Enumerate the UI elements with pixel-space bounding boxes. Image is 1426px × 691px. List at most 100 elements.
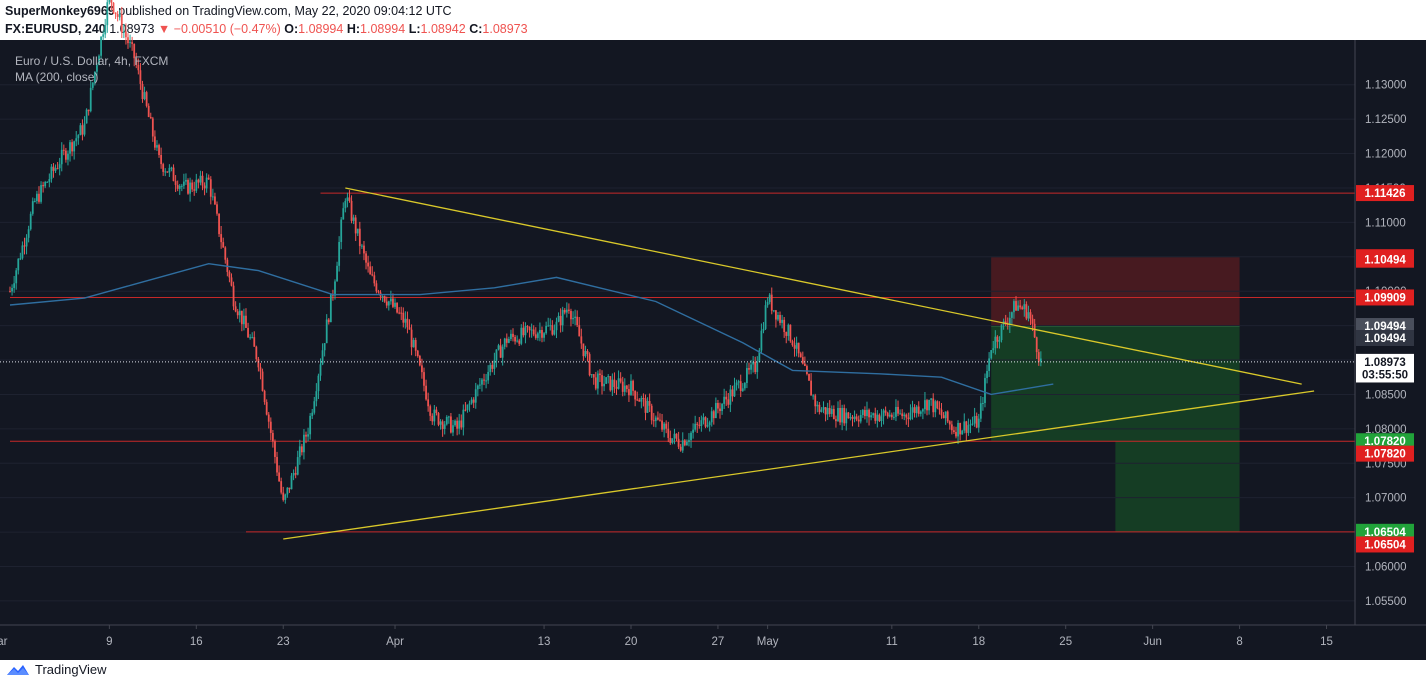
author-name[interactable]: SuperMonkey6969 — [5, 4, 115, 18]
candle-body — [514, 336, 516, 342]
candle-body — [526, 326, 529, 328]
candle-body — [476, 385, 479, 390]
candle-body — [1023, 304, 1026, 310]
candle-body — [692, 429, 694, 433]
price-label-box — [1356, 289, 1414, 306]
candle-body — [888, 414, 891, 417]
candle-body — [799, 353, 802, 358]
candle-body — [507, 339, 510, 343]
candle-body — [696, 423, 699, 425]
candle-body — [255, 346, 258, 360]
candle-body — [120, 14, 123, 33]
candle-body — [209, 179, 212, 197]
legend-ma[interactable]: MA (200, close) — [15, 70, 98, 84]
candle-body — [1008, 317, 1011, 325]
tradingview-logo-icon — [7, 664, 29, 675]
candle-body — [623, 385, 626, 392]
candle-body — [491, 364, 494, 369]
candle-body — [667, 428, 670, 438]
candle-body — [977, 418, 980, 428]
candle-body — [98, 55, 100, 66]
time-tick-label: 27 — [712, 636, 725, 648]
candle-body — [472, 399, 475, 403]
candle-body — [688, 440, 690, 443]
candle-body — [352, 217, 355, 221]
candle-body — [901, 413, 904, 417]
candle-body — [832, 408, 835, 420]
candle-body — [524, 326, 527, 336]
candle-body — [961, 430, 964, 435]
tradingview-brand[interactable]: TradingView — [35, 662, 107, 677]
candle-body — [371, 274, 374, 276]
candle-body — [677, 438, 680, 447]
candle-body — [994, 336, 997, 349]
candle-body — [75, 138, 78, 142]
candle-body — [541, 329, 543, 338]
close-value: 1.08973 — [482, 22, 528, 36]
candle-body — [1004, 321, 1007, 324]
candle-body — [588, 354, 591, 376]
candle-body — [911, 407, 914, 413]
candle-body — [532, 329, 535, 335]
time-tick-label: 11 — [886, 636, 898, 648]
candle-body — [356, 228, 359, 234]
candle-body — [764, 305, 767, 329]
candle-body — [414, 339, 417, 351]
candle-body — [31, 201, 34, 214]
candle-body — [15, 270, 18, 284]
candle-body — [478, 384, 481, 386]
candle-body — [441, 421, 444, 430]
candle-body — [683, 440, 686, 446]
candle-body — [835, 419, 837, 422]
price-tick-label: 1.08500 — [1365, 389, 1407, 401]
moving-average — [9, 262, 1054, 396]
target-zone-1 — [991, 326, 1240, 442]
candle-body — [375, 283, 378, 292]
candle-body — [592, 374, 595, 378]
candle-body — [986, 370, 988, 379]
time-axis[interactable]: Mar 9 16 23 Apr 13 20 27 May 11 18 25 Jun 8 15 — [0, 625, 1333, 648]
legend-title[interactable]: Euro / U.S. Dollar, 4h, FXCM — [15, 54, 168, 68]
candle-body — [857, 419, 860, 422]
candle-body — [365, 253, 367, 263]
time-tick-label: 18 — [972, 636, 985, 648]
candle-body — [381, 296, 384, 298]
candle-body — [646, 401, 649, 413]
candle-body — [892, 416, 895, 418]
candle-body — [303, 434, 305, 453]
target-zone-2 — [1115, 441, 1240, 532]
time-tick-label: Jun — [1143, 636, 1162, 648]
candle-body — [230, 277, 233, 286]
candle-body — [33, 200, 36, 202]
candle-body — [775, 310, 777, 320]
candle-body — [489, 364, 492, 372]
candle-body — [454, 420, 456, 426]
price-label-text: 1.09494 — [1364, 333, 1406, 345]
candle-body — [930, 398, 933, 400]
candle-body — [1033, 323, 1036, 338]
candle-body — [882, 410, 885, 417]
candle-body — [205, 177, 208, 189]
ma-200-line — [9, 262, 1054, 396]
candle-body — [1031, 318, 1034, 324]
candle-body — [739, 381, 742, 391]
candle-body — [663, 423, 666, 430]
candle-body — [907, 417, 910, 420]
candle-body — [750, 364, 752, 370]
candle-body — [93, 71, 96, 83]
candle-body — [543, 333, 545, 338]
candle-body — [228, 271, 231, 278]
candle-body — [917, 406, 920, 414]
candle-body — [44, 182, 47, 187]
candle-body — [139, 70, 142, 84]
candle-body — [657, 417, 659, 420]
candle-body — [383, 296, 386, 302]
candle-body — [499, 345, 502, 358]
candle-body — [982, 403, 984, 405]
candle-body — [932, 398, 935, 413]
candle-body — [104, 25, 107, 35]
candle-body — [127, 37, 129, 44]
candle-body — [851, 417, 854, 419]
candle-body — [89, 87, 92, 112]
